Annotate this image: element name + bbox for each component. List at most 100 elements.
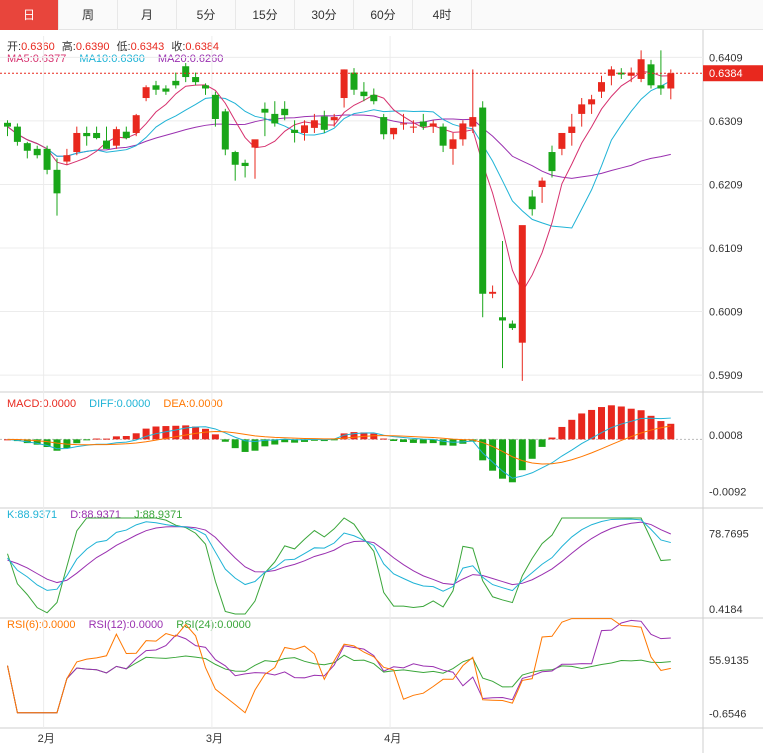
macd-bar-58 bbox=[578, 413, 586, 440]
macd-bar-64 bbox=[637, 410, 645, 440]
macd-bar-34 bbox=[340, 433, 348, 440]
candle-body-24 bbox=[241, 162, 249, 167]
ohlc-legend: 开:0.6360 高:0.6390 低:0.6343 收:0.6384 bbox=[7, 38, 223, 54]
ma10-value: 0.6360 bbox=[111, 53, 145, 65]
candle-body-60 bbox=[598, 82, 605, 92]
candle-body-27 bbox=[271, 113, 279, 124]
macd-bar-57 bbox=[568, 419, 576, 440]
diff-line bbox=[7, 417, 671, 479]
candle-body-30 bbox=[301, 125, 308, 133]
candle-body-10 bbox=[103, 140, 110, 149]
k-line bbox=[7, 518, 671, 592]
ma20-label: MA20: bbox=[157, 53, 190, 65]
macd-bar-54 bbox=[538, 439, 546, 447]
macd-bar-55 bbox=[548, 437, 556, 440]
candle-body-64 bbox=[637, 59, 645, 79]
macd-bar-51 bbox=[508, 439, 516, 483]
rsi12-value: 0.0000 bbox=[129, 619, 164, 631]
j-value: 88.9371 bbox=[142, 509, 183, 521]
candle-body-46 bbox=[459, 123, 467, 140]
candle-body-59 bbox=[588, 99, 596, 105]
ma-legend: MA5:0.6377 MA10:0.6360 MA20:0.6260 bbox=[7, 53, 227, 65]
price-tick-0: 0.6409 bbox=[709, 52, 743, 64]
candle-body-33 bbox=[330, 117, 338, 121]
macd-bar-40 bbox=[400, 439, 407, 443]
ma5-label: MA5: bbox=[7, 53, 33, 65]
macd-bar-47 bbox=[469, 439, 477, 442]
rsi12-line bbox=[7, 619, 671, 714]
macd-bar-46 bbox=[459, 439, 467, 444]
candle-body-67 bbox=[667, 73, 675, 89]
candle-body-49 bbox=[489, 291, 497, 294]
tab-6[interactable]: 60分 bbox=[354, 0, 413, 30]
tab-3[interactable]: 5分 bbox=[177, 0, 236, 30]
macd-bar-25 bbox=[251, 439, 259, 451]
macd-bar-9 bbox=[93, 438, 101, 440]
price-tick-1: 0.6309 bbox=[709, 116, 743, 128]
macd-bar-62 bbox=[617, 406, 625, 440]
candle-body-5 bbox=[53, 169, 61, 194]
candle-body-16 bbox=[162, 88, 170, 92]
candle-body-47 bbox=[469, 117, 477, 127]
macd-bar-33 bbox=[330, 439, 338, 441]
macd-bar-26 bbox=[261, 439, 269, 447]
month-label-2: 4月 bbox=[384, 733, 401, 745]
candle-body-66 bbox=[657, 85, 665, 89]
candle-body-61 bbox=[607, 69, 615, 76]
candle-body-19 bbox=[192, 77, 200, 83]
macd-bar-24 bbox=[241, 439, 249, 452]
candle-body-25 bbox=[251, 139, 259, 148]
macd-bar-18 bbox=[182, 425, 190, 440]
tab-2[interactable]: 月 bbox=[118, 0, 177, 30]
candle-body-63 bbox=[627, 72, 635, 76]
candle-body-53 bbox=[528, 196, 536, 210]
macd-bar-66 bbox=[657, 421, 665, 440]
macd-bar-50 bbox=[499, 439, 506, 479]
candle-body-15 bbox=[152, 85, 160, 90]
open-value: 0.6360 bbox=[21, 41, 55, 53]
tab-7[interactable]: 4时 bbox=[413, 0, 472, 30]
tab-5[interactable]: 30分 bbox=[295, 0, 354, 30]
dea-line bbox=[7, 425, 671, 465]
candle-body-32 bbox=[320, 116, 328, 130]
month-label-1: 3月 bbox=[206, 733, 223, 745]
macd-bar-30 bbox=[301, 439, 308, 442]
close-value: 0.6384 bbox=[185, 41, 220, 53]
macd-bar-43 bbox=[429, 439, 437, 444]
candle-body-20 bbox=[202, 85, 209, 89]
rsi6-line bbox=[7, 618, 671, 714]
current-price-tag bbox=[703, 65, 763, 82]
open-label: 开: bbox=[7, 41, 22, 53]
tab-1[interactable]: 周 bbox=[59, 0, 118, 30]
macd-bar-6 bbox=[63, 439, 71, 449]
candle-body-28 bbox=[281, 108, 289, 116]
candle-body-9 bbox=[93, 132, 101, 139]
rsi6-label: RSI(6): bbox=[7, 619, 42, 631]
candle-body-65 bbox=[647, 64, 655, 86]
macd-bar-12 bbox=[122, 436, 130, 440]
macd-label: MACD: bbox=[7, 398, 43, 410]
macd-bar-48 bbox=[479, 439, 487, 461]
macd-bar-3 bbox=[33, 439, 41, 445]
macd-bar-52 bbox=[518, 439, 526, 471]
candle-body-23 bbox=[231, 152, 239, 165]
candle-body-8 bbox=[83, 132, 91, 137]
macd-bar-14 bbox=[142, 428, 150, 440]
close-label: 收: bbox=[171, 41, 186, 53]
tab-4[interactable]: 15分 bbox=[236, 0, 295, 30]
macd-bar-61 bbox=[607, 405, 615, 440]
candle-body-6 bbox=[63, 155, 71, 162]
tab-0[interactable]: 日 bbox=[0, 0, 59, 30]
macd-bar-63 bbox=[627, 408, 635, 440]
dea-value: 0.0000 bbox=[189, 398, 223, 410]
price-tick-4: 0.6009 bbox=[709, 307, 743, 319]
candle-body-43 bbox=[429, 123, 437, 127]
price-tick-5: 0.5909 bbox=[709, 370, 743, 382]
macd-bar-65 bbox=[647, 415, 655, 440]
rsi6-value: 0.0000 bbox=[41, 619, 76, 631]
macd-bar-36 bbox=[360, 432, 368, 440]
macd-bar-39 bbox=[390, 439, 398, 442]
d-value: 88.9371 bbox=[81, 509, 121, 521]
d-label: D: bbox=[70, 509, 82, 521]
macd-bar-45 bbox=[449, 439, 457, 446]
